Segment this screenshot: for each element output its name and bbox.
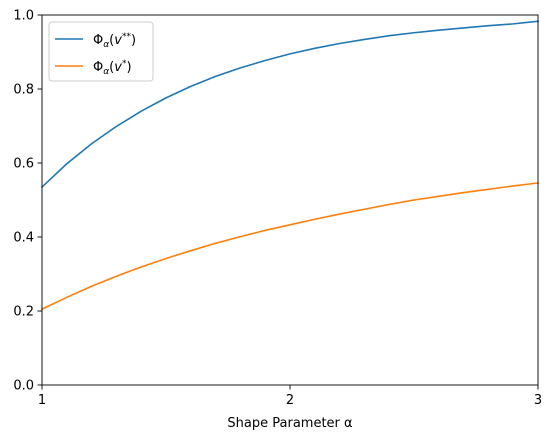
x-tick-label: 2: [286, 393, 294, 408]
y-tick-label: 0.8: [13, 83, 34, 98]
y-tick-label: 1.0: [13, 9, 34, 24]
axes: 1 2 3 0.0 0.2 0.4 0.6 0.8 1.0: [13, 9, 542, 409]
legend-label-1: Φα(v**): [93, 32, 136, 50]
y-tick-label: 0.0: [13, 379, 34, 394]
plot-lines: [40, 20, 539, 311]
x-tick-label: 3: [534, 393, 542, 408]
y-tick-label: 0.4: [13, 231, 34, 246]
y-tick-label: 0.6: [13, 157, 34, 172]
series-line-1: [40, 20, 539, 189]
y-tick-label: 0.2: [13, 305, 34, 320]
series-line-2: [40, 182, 539, 311]
legend-label-2: Φα(v*): [93, 59, 132, 77]
legend: Φα(v**) Φα(v*): [48, 21, 154, 82]
x-axis-label: Shape Parameter α: [227, 416, 352, 431]
x-tick-label: 1: [38, 393, 46, 408]
